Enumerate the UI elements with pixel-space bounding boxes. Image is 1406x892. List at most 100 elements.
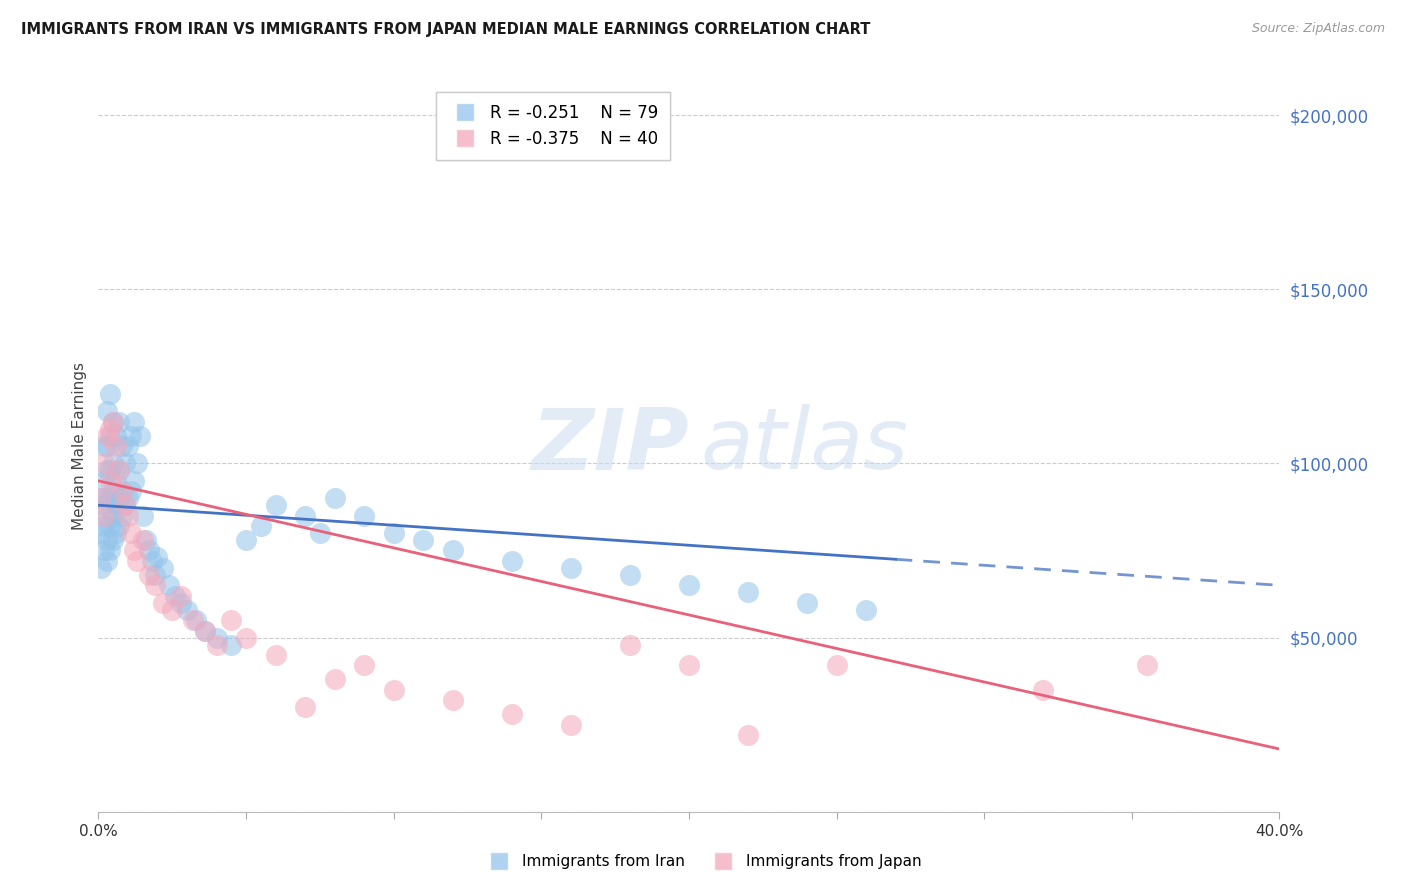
Point — [90, 491, 112, 506]
Point — [114, 498, 136, 512]
Point — [103, 457, 125, 471]
Point — [108, 463, 131, 477]
Point — [111, 508, 134, 523]
Point — [96, 491, 118, 506]
Point — [96, 463, 118, 477]
Point — [117, 508, 139, 523]
Point — [264, 648, 287, 662]
Point — [125, 457, 148, 471]
Point — [855, 603, 877, 617]
Point — [1032, 682, 1054, 697]
Point — [120, 428, 142, 442]
Text: ZIP: ZIP — [531, 404, 689, 488]
Point — [128, 428, 150, 442]
Point — [93, 508, 115, 523]
Point — [194, 624, 217, 638]
Point — [93, 519, 115, 533]
Point — [264, 498, 287, 512]
Point — [135, 533, 157, 547]
Point — [90, 561, 112, 575]
Point — [146, 550, 169, 565]
Point — [162, 603, 183, 617]
Point — [93, 439, 115, 453]
Point — [98, 474, 121, 488]
Point — [235, 631, 257, 645]
Point — [122, 415, 145, 429]
Point — [152, 596, 174, 610]
Point — [103, 484, 125, 499]
Point — [93, 457, 115, 471]
Point — [143, 567, 166, 582]
Point — [235, 533, 257, 547]
Point — [294, 508, 316, 523]
Point — [117, 439, 139, 453]
Point — [353, 658, 375, 673]
Point — [114, 457, 136, 471]
Point — [111, 439, 134, 453]
Point — [250, 519, 273, 533]
Point — [117, 491, 139, 506]
Point — [108, 463, 131, 477]
Point — [122, 543, 145, 558]
Point — [205, 638, 228, 652]
Point — [176, 603, 198, 617]
Point — [501, 554, 523, 568]
Point — [323, 491, 346, 506]
Point — [157, 578, 180, 592]
Point — [205, 631, 228, 645]
Point — [98, 491, 121, 506]
Point — [120, 484, 142, 499]
Point — [441, 543, 464, 558]
Text: Source: ZipAtlas.com: Source: ZipAtlas.com — [1251, 22, 1385, 36]
Point — [93, 543, 115, 558]
Point — [294, 700, 316, 714]
Point — [412, 533, 434, 547]
Point — [96, 554, 118, 568]
Point — [194, 624, 217, 638]
Point — [103, 508, 125, 523]
Point — [93, 498, 115, 512]
Point — [93, 474, 115, 488]
Point — [143, 578, 166, 592]
Point — [108, 415, 131, 429]
Legend: Immigrants from Iran, Immigrants from Japan: Immigrants from Iran, Immigrants from Ja… — [478, 848, 928, 875]
Point — [737, 585, 759, 599]
Point — [132, 508, 155, 523]
Point — [221, 613, 243, 627]
Point — [560, 717, 582, 731]
Point — [165, 589, 187, 603]
Point — [441, 693, 464, 707]
Point — [90, 526, 112, 541]
Point — [125, 554, 148, 568]
Point — [170, 589, 193, 603]
Point — [1136, 658, 1159, 673]
Point — [98, 421, 121, 435]
Point — [323, 673, 346, 687]
Point — [120, 526, 142, 541]
Point — [105, 526, 128, 541]
Point — [103, 415, 125, 429]
Point — [122, 474, 145, 488]
Point — [737, 728, 759, 742]
Point — [98, 463, 121, 477]
Point — [105, 439, 128, 453]
Point — [111, 484, 134, 499]
Point — [184, 613, 207, 627]
Point — [132, 533, 155, 547]
Point — [138, 543, 160, 558]
Point — [98, 428, 121, 442]
Point — [181, 613, 204, 627]
Point — [114, 498, 136, 512]
Legend: R = -0.251    N = 79, R = -0.375    N = 40: R = -0.251 N = 79, R = -0.375 N = 40 — [436, 92, 669, 160]
Point — [560, 561, 582, 575]
Point — [98, 519, 121, 533]
Point — [96, 533, 118, 547]
Point — [619, 638, 641, 652]
Text: atlas: atlas — [700, 404, 908, 488]
Point — [98, 543, 121, 558]
Point — [98, 386, 121, 401]
Text: IMMIGRANTS FROM IRAN VS IMMIGRANTS FROM JAPAN MEDIAN MALE EARNINGS CORRELATION C: IMMIGRANTS FROM IRAN VS IMMIGRANTS FROM … — [21, 22, 870, 37]
Point — [141, 554, 163, 568]
Point — [678, 578, 700, 592]
Point — [678, 658, 700, 673]
